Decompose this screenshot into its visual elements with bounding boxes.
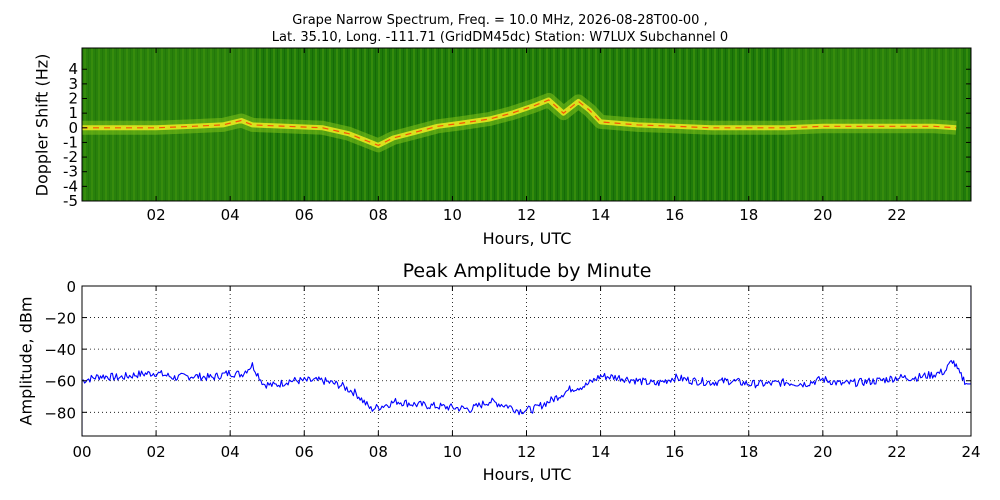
amplitude-y-tick-label: −40 [44,341,76,359]
amplitude-y-tick-label: −80 [44,404,76,422]
amplitude-x-tick-label: 08 [369,443,388,461]
doppler-trace-peak [82,99,957,147]
amplitude-x-tick-label: 24 [961,443,980,461]
amplitude-x-tick-label: 00 [72,443,91,461]
amplitude-x-tick-label: 16 [665,443,684,461]
amplitude-x-tick-label: 18 [739,443,758,461]
amplitude-y-tick-label: −20 [44,310,76,328]
spectrogram-x-tick-label: 18 [739,206,758,224]
spectrogram-x-axis-label: Hours, UTC [482,229,572,248]
spectrogram-x-tick-label: 20 [813,206,832,224]
spectrogram-x-tick-label: 10 [443,206,462,224]
amplitude-x-axis-label: Hours, UTC [482,465,572,484]
amplitude-x-tick-label: 12 [517,443,536,461]
amplitude-x-tick-label: 06 [295,443,314,461]
amplitude-y-axis-label: Amplitude, dBm [16,296,36,426]
spectrogram-heatmap [82,48,971,201]
amplitude-x-tick-label: 20 [813,443,832,461]
spectrogram-x-tick-label: 14 [591,206,610,224]
amplitude-x-tick-label: 04 [221,443,240,461]
spectrogram-x-tick-label: 22 [887,206,906,224]
spectrogram-y-tick-label: 4 [68,60,78,78]
amplitude-series-line [82,286,971,436]
spectrogram-x-tick-label: 08 [369,206,388,224]
amplitude-chart-title: Peak Amplitude by Minute [402,260,652,282]
amplitude-x-tick-label: 22 [887,443,906,461]
amplitude-axes: 00 02 04 06 08 10 12 14 16 18 20 22 24 0 −20 −40 −60 −80 [44,278,980,461]
spectrogram-y-axis-label: Doppler Shift (Hz) [32,53,52,197]
chart-title-line2: Lat. 35.10, Long. -111.71 (GridDM45dc) S… [271,30,729,45]
spectrogram-y-tick-label: -3 [63,163,78,181]
amplitude-x-tick-label: 10 [443,443,462,461]
spectrogram-y-tick-label: -4 [63,177,78,195]
spectrogram-y-tick-label: 1 [68,104,78,122]
amplitude-x-tick-label: 14 [591,443,610,461]
amplitude-plot [82,286,971,436]
spectrogram-y-tick-label: 3 [68,75,78,93]
spectrogram-y-tick-label: -1 [63,133,78,151]
spectrogram-y-tick-label: 0 [68,119,78,137]
spectrogram-x-tick-label: 06 [295,206,314,224]
spectrogram-y-tick-label: 2 [68,90,78,108]
chart-title-line1: Grape Narrow Spectrum, Freq. = 10.0 MHz,… [292,13,708,28]
amplitude-x-tick-label: 02 [147,443,166,461]
spectrogram-x-tick-label: 12 [517,206,536,224]
amplitude-frame [81,285,972,437]
amplitude-y-tick-label: 0 [66,278,76,296]
amplitude-grid [82,286,971,436]
spectrogram-y-tick-label: -2 [63,148,78,166]
spectrogram-x-tick-label: 16 [665,206,684,224]
spectrogram-y-tick-label: -5 [63,192,78,210]
spectrogram-x-tick-label: 04 [221,206,240,224]
spectrogram-x-tick-label: 02 [147,206,166,224]
amplitude-y-tick-label: −60 [44,373,76,391]
